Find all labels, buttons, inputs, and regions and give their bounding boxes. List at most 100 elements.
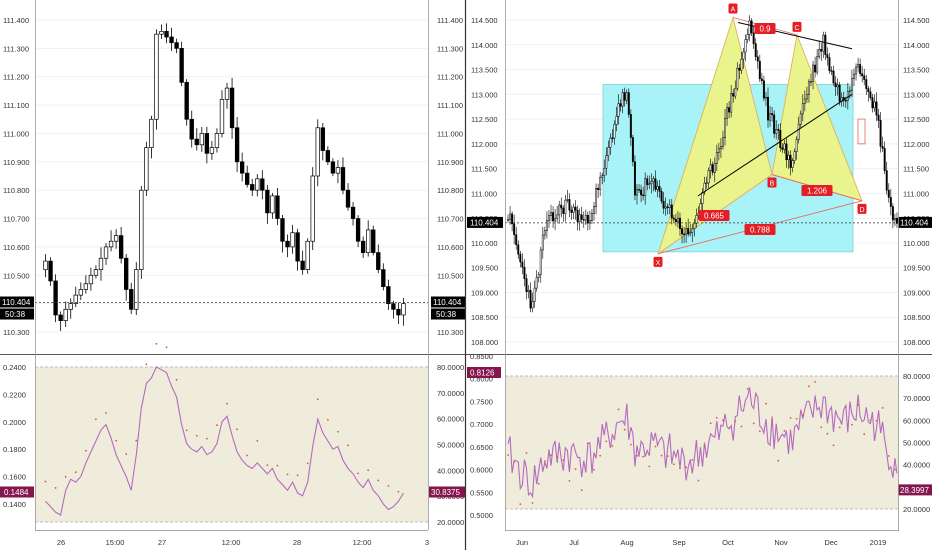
left-price-tick-right: 111.200 [437,73,463,82]
right-price-axis-left[interactable]: 114.500 114.000 113.500 113.000 112.500 112.0… [471,16,498,347]
right-candle [810,73,812,86]
right-candle [883,141,886,175]
ratio-bd-label[interactable]: 1.206 [801,185,833,196]
left-indicator-value-left: 0.1484 [4,488,29,497]
left-indicator-dot [54,487,57,489]
point-b-label[interactable]: B [767,177,777,188]
right-candle [613,120,616,145]
left-candle [134,262,139,315]
right-candle [642,186,645,201]
left-candle [219,90,225,138]
right-indicator-value-right: 28.3997 [900,486,929,495]
right-last-price-label-left: 110.404 [470,218,499,227]
point-a-label[interactable]: A [728,3,738,14]
point-x-label[interactable]: X [653,256,663,267]
left-candle [199,126,204,152]
right-indicator-tick-left: 0.6500 [470,443,493,452]
left-price-axis-right[interactable]: 111.400 111.300 111.200 111.100 111.000 110.9… [437,16,464,337]
point-c-label[interactable]: C [792,21,802,32]
right-price-tick-right: 113.500 [903,66,930,75]
right-candle [590,208,593,225]
right-candle [707,167,710,189]
left-candle [204,126,210,164]
left-indicator-dot [216,424,218,427]
ratio-bd-label-text: 1.206 [807,187,828,196]
left-last-price-tag-right: 110.404 50:38 [431,296,465,320]
left-candle [320,122,325,161]
left-indicator-axis-left[interactable]: 0.2400 0.2200 0.2000 0.1800 0.1600 0.1400 [3,363,26,509]
ratio-xd-label[interactable]: 0.788 [744,224,776,235]
right-candle [525,273,528,300]
right-candle [547,210,550,228]
point-d-label-text: D [859,207,864,214]
right-price-tick-left: 110.000 [471,239,498,248]
right-indicator-dot [679,467,681,470]
left-candle [214,128,220,153]
right-candle [668,199,671,215]
pattern-labels[interactable]: X A B C D 0.665 0.9 1.206 0.788 [653,3,867,267]
ratio-ac-label[interactable]: 0.9 [754,23,776,34]
left-candle [345,183,351,211]
right-candles[interactable] [507,15,898,313]
right-indicator-dot [887,455,890,457]
right-candle [717,142,720,161]
left-price-axis-left[interactable]: 111.400 111.300 111.200 111.100 111.000 110.9… [3,16,30,337]
right-candle [726,103,729,127]
right-indicator-tick-right: 50.0000 [903,439,930,448]
right-candle [691,223,694,243]
left-candle [53,274,58,323]
left-candle [164,23,169,44]
left-time-tick: 26 [57,538,65,547]
right-indicator-value-left: 0.8126 [470,368,495,377]
right-price-axis-right[interactable]: 114.500 114.000 113.500 113.000 112.500 112.0… [903,16,930,347]
right-indicator-dot [795,417,798,420]
right-candle [816,49,819,76]
left-indicator-tick-right: 70.0000 [437,389,464,398]
right-candle [861,66,864,83]
right-candle [543,226,546,240]
lower-trend-line[interactable] [697,93,853,197]
right-price-tick-right: 114.000 [903,41,930,50]
right-candle [562,205,565,222]
right-candle [760,72,763,85]
right-candle [767,87,769,128]
right-time-axis[interactable]: Jun Jul Aug Sep Oct Nov Dec 2019 [516,538,886,547]
right-candle [711,161,714,176]
right-candle [803,90,806,112]
left-price-tick-right: 110.700 [437,215,464,224]
right-candle [550,204,552,222]
right-indicator-dot [666,455,669,457]
left-indicator-dot [397,490,400,493]
right-indicator-axis-left[interactable]: 0.8500 0.8000 0.7500 0.7000 0.6500 0.6000 0.55… [470,352,493,520]
right-candle [889,188,892,216]
left-candle [350,201,356,226]
right-candle [797,116,800,144]
right-last-price-label-right: 110.404 [900,218,929,227]
left-candle [68,298,73,319]
left-candle [330,158,336,177]
point-d-label[interactable]: D [857,203,867,214]
ratio-xb-label[interactable]: 0.665 [698,210,730,221]
right-price-tick-right: 112.500 [903,115,930,124]
right-candle [586,211,589,231]
right-candle [756,49,759,69]
left-indicator-dot [135,439,138,442]
right-chart-panel[interactable]: 114.500 114.000 113.500 113.000 112.500 112.0… [466,0,932,547]
right-price-tick-right: 111.000 [903,189,929,198]
left-chart-panel[interactable]: 111.400 111.300 111.200 111.100 111.000 110.9… [0,0,465,550]
left-price-tick-right: 111.300 [437,44,463,53]
left-indicator-dot [387,484,390,487]
left-time-tick: 15:00 [106,538,125,547]
left-candles[interactable] [43,23,406,331]
right-indicator-dot [568,480,571,482]
right-candle [822,31,825,59]
right-candle [807,79,810,103]
left-time-axis[interactable]: 26 15:00 27 12:00 28 12:00 3 [57,538,429,547]
right-indicator-tick-left: 0.6000 [470,466,493,475]
left-price-tick-right: 110.300 [437,328,464,337]
right-candle [724,109,726,146]
right-candle [552,206,555,229]
right-indicator-dot [543,460,546,463]
ratio-xb-label-text: 0.665 [704,212,725,221]
